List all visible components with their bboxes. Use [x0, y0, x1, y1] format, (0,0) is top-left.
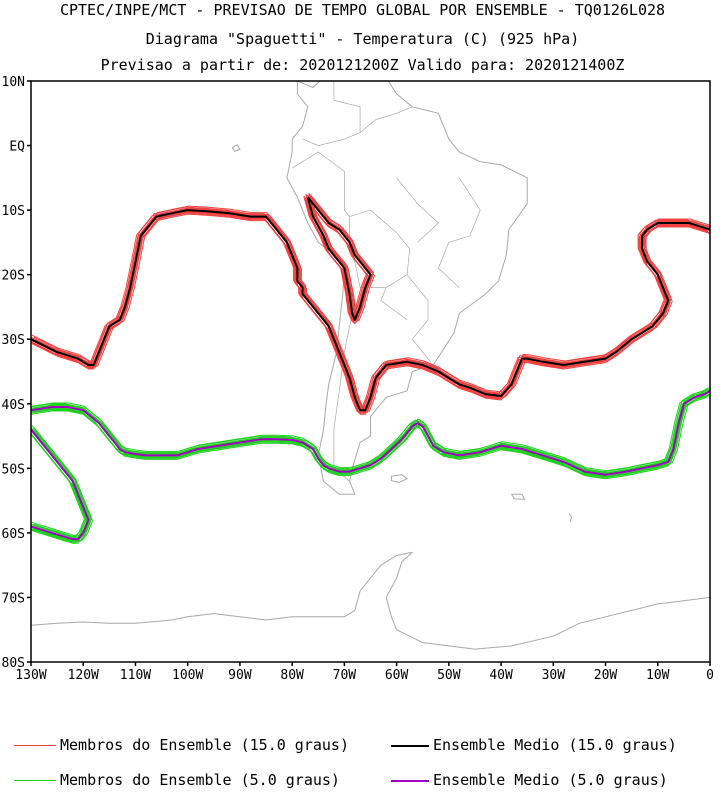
lon-tick-label: 70W	[333, 668, 357, 683]
member-line-3-9	[32, 428, 91, 539]
ensemble-mean-line-0	[31, 209, 710, 412]
coastline-4	[31, 551, 413, 626]
coastline-1	[265, 81, 277, 82]
chart-title-line2: Diagrama "Spaguetti" - Temperatura (C) (…	[145, 30, 580, 48]
contour-layer	[31, 192, 710, 544]
lon-tick-label: 90W	[228, 668, 252, 683]
lat-tick-label: 40S	[2, 398, 25, 413]
coastline-layer	[31, 81, 710, 650]
legend-label-members-5: Membros do Ensemble (5.0 graus)	[60, 771, 340, 789]
lat-tick-label: 10S	[2, 204, 25, 219]
member-line-0-8	[31, 208, 707, 410]
coastline-0	[286, 81, 528, 495]
legend-swatch-members-5	[14, 780, 56, 781]
latitude-axis: 10N EQ 10S 20S 30S 40S 50S 60S 70S 80S	[2, 75, 31, 671]
member-line-0-11	[31, 207, 710, 409]
lat-tick-label: 60S	[2, 527, 25, 542]
lon-tick-label: 130W	[15, 668, 46, 683]
member-line-2-8	[31, 389, 707, 475]
member-line-0-6	[31, 212, 710, 414]
member-line-0-9	[32, 208, 710, 410]
border-2	[302, 81, 361, 146]
lat-tick-label: 30S	[2, 333, 25, 348]
plot-frame	[30, 80, 711, 663]
ensemble-mean-line-1	[306, 196, 372, 321]
lon-tick-label: 100W	[172, 668, 203, 683]
member-line-0-7	[34, 210, 710, 412]
legend-label-members-15: Membros do Ensemble (15.0 graus)	[60, 736, 349, 754]
border-5	[380, 287, 408, 321]
legend-swatch-members-15	[14, 745, 56, 746]
coastline-7	[568, 513, 573, 523]
lon-tick-label: 0	[706, 668, 714, 683]
member-line-0-0	[31, 206, 709, 408]
longitude-axis: 130W 120W 110W 100W 90W 80W 70W 60W 50W 40W 30W 20W…	[15, 662, 714, 683]
member-line-0-5	[31, 205, 710, 407]
chart-title-line1: CPTEC/INPE/MCT - PREVISAO DE TEMPO GLOBA…	[59, 1, 666, 19]
ensemble-mean-line-3	[31, 428, 90, 541]
coastline-6	[511, 493, 526, 500]
legend-mean-15: Ensemble Medio (15.0 graus)	[391, 736, 677, 754]
legend-mean-5: Ensemble Medio (5.0 graus)	[391, 771, 668, 789]
ensemble-mean-line-2	[31, 390, 710, 476]
lon-tick-label: 110W	[120, 668, 151, 683]
member-line-0-4	[31, 213, 710, 415]
legend-swatch-mean-5	[391, 779, 429, 782]
border-3	[359, 106, 413, 133]
coastline-3	[390, 474, 409, 484]
border-7	[437, 177, 481, 288]
legend-label-mean-5: Ensemble Medio (5.0 graus)	[433, 771, 668, 789]
border-1	[292, 151, 350, 217]
lat-tick-label: 70S	[2, 591, 25, 606]
member-line-0-2	[31, 210, 708, 412]
member-line-2-11	[31, 388, 710, 474]
coastline-2	[231, 144, 241, 153]
border-4	[406, 274, 431, 363]
lon-tick-label: 60W	[385, 668, 409, 683]
legend-members-15: Membros do Ensemble (15.0 graus)	[14, 736, 349, 754]
border-0	[349, 209, 411, 288]
lat-tick-label: EQ	[9, 140, 25, 155]
legend-swatch-mean-15	[391, 744, 429, 747]
border-8	[396, 177, 439, 243]
legend-members-5: Membros do Ensemble (5.0 graus)	[14, 771, 340, 789]
lon-tick-label: 50W	[437, 668, 461, 683]
lat-tick-label: 10N	[2, 75, 25, 90]
member-line-1-7	[311, 197, 375, 322]
lat-tick-label: 50S	[2, 462, 25, 477]
coastline-5	[385, 551, 710, 650]
chart-title-line3: Previsao a partir de: 2020121200Z Valido…	[100, 56, 625, 74]
lon-tick-label: 80W	[280, 668, 304, 683]
lon-tick-label: 20W	[594, 668, 618, 683]
lat-tick-label: 20S	[2, 269, 25, 284]
member-line-1-10	[305, 198, 369, 323]
lon-tick-label: 120W	[68, 668, 99, 683]
member-line-0-10	[31, 211, 709, 413]
lat-tick-label: 80S	[2, 656, 25, 671]
lon-tick-label: 30W	[542, 668, 566, 683]
lon-tick-label: 40W	[489, 668, 513, 683]
lon-tick-label: 10W	[646, 668, 670, 683]
member-line-2-6	[31, 393, 710, 479]
member-line-0-3	[33, 207, 710, 409]
legend-label-mean-15: Ensemble Medio (15.0 graus)	[433, 736, 677, 754]
